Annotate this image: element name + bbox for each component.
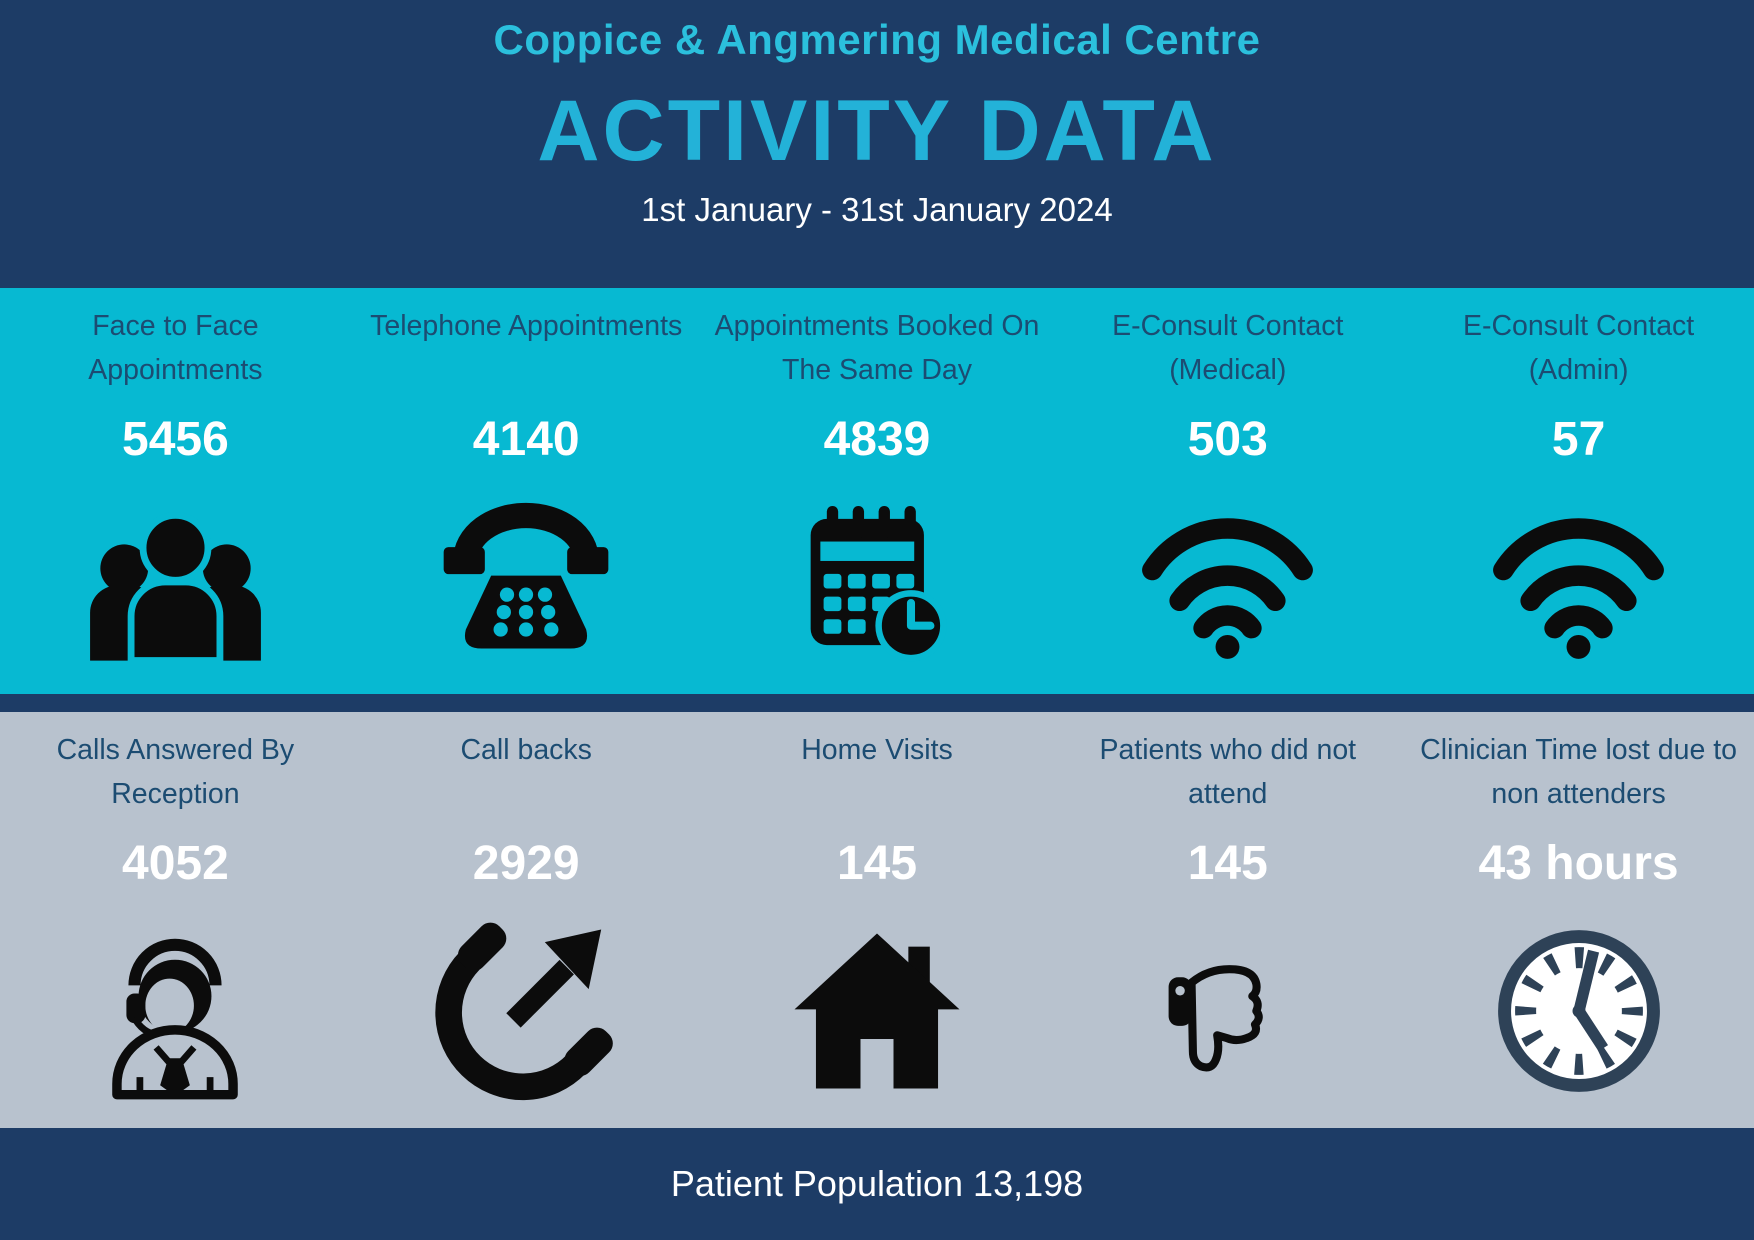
- stat-label: Telephone Appointments: [370, 310, 683, 342]
- stat-value: 43 hours: [1478, 836, 1679, 890]
- stat-value: 57: [1551, 412, 1606, 466]
- stat-column-calls-answered: Calls Answered By Reception 4052: [0, 712, 351, 1128]
- stat-label: Call backs: [460, 734, 592, 766]
- thumbs-down-icon: [1052, 894, 1403, 1128]
- date-range: 1st January - 31st January 2024: [641, 191, 1113, 228]
- stat-column-call-backs: Call backs 2929: [351, 712, 702, 1128]
- callback-phone-arrow-icon: [351, 894, 702, 1128]
- patient-population: Patient Population 13,198: [670, 1163, 1084, 1204]
- stat-column-same-day: Appointments Booked On The Same Day 4839: [702, 288, 1053, 694]
- stat-column-face-to-face: Face to Face Appointments 5456: [0, 288, 351, 694]
- stat-column-econsult-admin: E-Consult Contact (Admin) 57: [1403, 288, 1754, 694]
- stat-column-telephone: Telephone Appointments 4140: [351, 288, 702, 694]
- stat-value: 4140: [472, 412, 580, 466]
- clock-icon: [1403, 894, 1754, 1128]
- stat-column-did-not-attend: Patients who did not attend 145: [1052, 712, 1403, 1128]
- page-title: ACTIVITY DATA: [537, 83, 1217, 179]
- top-stats-band: Face to Face Appointments 5456 Telephone…: [0, 288, 1754, 694]
- stat-label: E-Consult Contact (Admin): [1462, 310, 1695, 387]
- stat-value: 4839: [823, 412, 931, 466]
- stat-label: E-Consult Contact (Medical): [1112, 310, 1344, 387]
- stat-value: 4052: [122, 836, 229, 890]
- stat-column-econsult-medical: E-Consult Contact (Medical) 503: [1052, 288, 1403, 694]
- stat-label: Clinician Time lost due to non attenders: [1420, 734, 1737, 811]
- stat-value: 5456: [122, 412, 229, 466]
- bottom-stats-band: Calls Answered By Reception 4052 Call ba…: [0, 712, 1754, 1128]
- wifi-icon: [1052, 470, 1403, 694]
- header: Coppice & Angmering Medical Centre ACTIV…: [0, 0, 1754, 288]
- stat-label: Patients who did not attend: [1099, 734, 1357, 811]
- people-group-icon: [0, 470, 351, 694]
- stat-label: Face to Face Appointments: [88, 310, 263, 387]
- stat-value: 145: [1187, 836, 1268, 890]
- stat-value: 145: [836, 836, 918, 890]
- stat-label: Home Visits: [801, 734, 953, 766]
- telephone-icon: [351, 470, 702, 694]
- stat-column-clinician-time-lost: Clinician Time lost due to non attenders…: [1403, 712, 1754, 1128]
- calendar-clock-icon: [702, 470, 1053, 694]
- stat-column-home-visits: Home Visits 145: [702, 712, 1053, 1128]
- stat-label: Calls Answered By Reception: [56, 734, 295, 811]
- headset-agent-icon: [0, 894, 351, 1128]
- band-divider: [0, 694, 1754, 712]
- home-icon: [702, 894, 1053, 1128]
- stat-value: 2929: [472, 836, 580, 890]
- footer: Patient Population 13,198: [0, 1128, 1754, 1240]
- stat-label: Appointments Booked On The Same Day: [714, 310, 1040, 387]
- wifi-icon: [1403, 470, 1754, 694]
- clinic-name: Coppice & Angmering Medical Centre: [493, 16, 1261, 63]
- stat-value: 503: [1187, 412, 1268, 466]
